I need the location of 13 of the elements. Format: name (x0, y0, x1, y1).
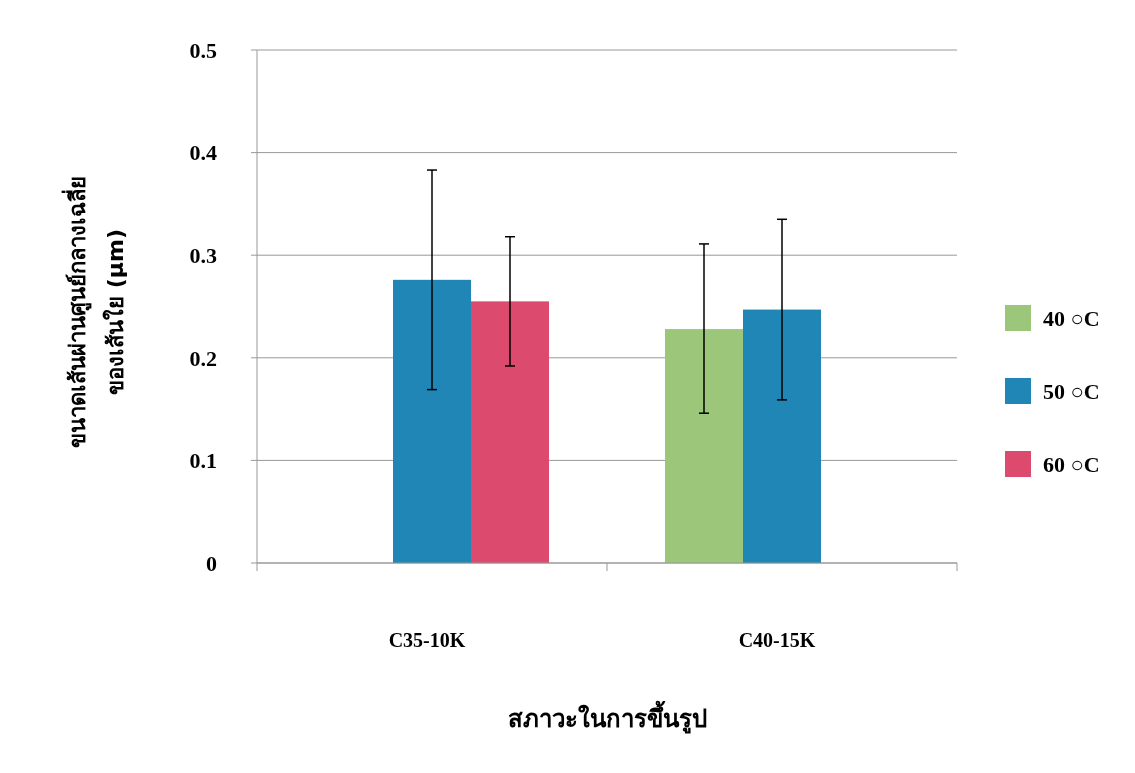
legend-label: 60 ○C (1043, 451, 1100, 477)
y-tick-label: 0.1 (189, 448, 217, 474)
legend-label: 50 ○C (1043, 378, 1100, 404)
y-tick-label: 0 (206, 550, 217, 576)
y-tick-label: 0.2 (189, 345, 217, 371)
legend-label: 40 ○C (1043, 305, 1100, 331)
y-axis-title: ขนาดเส้นผ่านศูนย์กลางเฉลี่ย ของเส้นใย (µm) (61, 176, 128, 448)
x-tick-label: C35-10K (388, 629, 466, 651)
y-tick-label: 0.5 (189, 37, 217, 63)
x-tick-label: C40-15K (738, 629, 816, 651)
y-tick-label: 0.3 (189, 242, 217, 268)
x-axis-title: สภาวะในการขึ้นรูป (507, 700, 707, 734)
y-tick-label: 0.4 (189, 140, 217, 166)
